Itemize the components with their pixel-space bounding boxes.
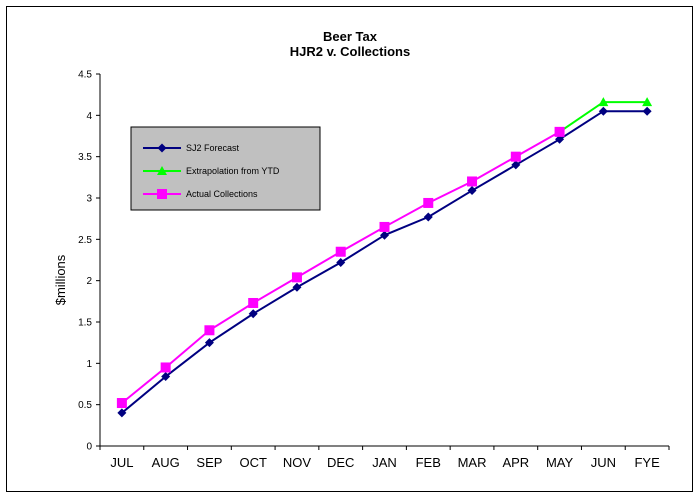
x-tick-label: OCT bbox=[239, 455, 267, 470]
data-point bbox=[204, 338, 214, 348]
data-point bbox=[467, 186, 477, 196]
data-point bbox=[248, 297, 259, 308]
x-tick-label: MAY bbox=[546, 455, 574, 470]
legend-marker bbox=[157, 189, 167, 199]
data-point bbox=[117, 408, 127, 418]
data-point bbox=[160, 362, 171, 373]
data-point bbox=[510, 151, 521, 162]
data-point bbox=[292, 282, 302, 292]
legend: SJ2 Forecast Extrapolation from YTD Actual… bbox=[130, 126, 321, 211]
y-tick-label: 0.5 bbox=[78, 400, 92, 411]
legend-label: SJ2 Forecast bbox=[186, 143, 240, 153]
x-tick-label: NOV bbox=[283, 455, 312, 470]
legend-entry: Extrapolation from YTD bbox=[143, 166, 280, 176]
y-tick-label: 1 bbox=[86, 359, 92, 370]
x-tick-label: JUN bbox=[591, 455, 616, 470]
series-sj2-forecast bbox=[117, 106, 652, 418]
data-point bbox=[511, 160, 521, 170]
chart-title-line-1: Beer Tax bbox=[323, 29, 378, 44]
legend-entry: SJ2 Forecast bbox=[143, 143, 240, 153]
series-extrapolation-from-ytd bbox=[554, 97, 653, 136]
data-point bbox=[336, 257, 346, 267]
legend-label: Actual Collections bbox=[186, 189, 258, 199]
series-line bbox=[559, 101, 648, 133]
data-point bbox=[598, 97, 609, 107]
axes: 0 0.5 1 1.5 2 2.5 3 3.5 4 4.5 JUL AUG SEP OCT NOV DEC JA… bbox=[78, 70, 670, 470]
data-point bbox=[642, 106, 652, 116]
x-tick-label: APR bbox=[502, 455, 529, 470]
x-tick-label: FYE bbox=[634, 455, 660, 470]
x-tick-label: JAN bbox=[372, 455, 397, 470]
data-point bbox=[598, 106, 608, 116]
y-tick-label: 4.5 bbox=[78, 70, 92, 81]
data-point bbox=[379, 221, 390, 232]
chart-title: Beer Tax HJR2 v. Collections bbox=[290, 29, 410, 59]
legend-label: Extrapolation from YTD bbox=[186, 166, 280, 176]
data-point bbox=[554, 126, 565, 137]
data-point bbox=[335, 246, 346, 257]
legend-marker bbox=[157, 143, 167, 153]
y-tick-label: 4 bbox=[86, 111, 92, 122]
data-point bbox=[642, 97, 653, 107]
y-tick-label: 1.5 bbox=[78, 318, 92, 329]
data-point bbox=[380, 230, 389, 240]
y-tick-label: 2 bbox=[86, 276, 92, 287]
x-tick-label: MAR bbox=[458, 455, 487, 470]
x-tick-label: JUL bbox=[110, 455, 133, 470]
x-tick-label: FEB bbox=[416, 455, 441, 470]
series-layer bbox=[116, 97, 653, 418]
y-tick-label: 2.5 bbox=[78, 235, 92, 246]
y-tick-label: 3.5 bbox=[78, 152, 92, 163]
data-point bbox=[467, 176, 478, 187]
y-axis-label: $millions bbox=[53, 254, 68, 305]
data-point bbox=[248, 309, 258, 319]
data-point bbox=[116, 398, 127, 409]
data-point bbox=[161, 372, 171, 382]
x-tick-label: AUG bbox=[152, 455, 180, 470]
y-tick-label: 3 bbox=[86, 194, 92, 205]
data-point bbox=[555, 134, 565, 144]
y-tick-label: 0 bbox=[86, 442, 92, 453]
series-actual-collections bbox=[116, 126, 565, 409]
chart-title-line-2: HJR2 v. Collections bbox=[290, 44, 410, 59]
x-tick-label: DEC bbox=[327, 455, 354, 470]
data-point bbox=[423, 197, 434, 208]
x-tick-label: SEP bbox=[196, 455, 222, 470]
data-point bbox=[423, 212, 433, 222]
data-point bbox=[204, 325, 215, 336]
legend-marker bbox=[157, 166, 167, 175]
legend-entry: Actual Collections bbox=[143, 189, 258, 199]
data-point bbox=[291, 272, 302, 283]
